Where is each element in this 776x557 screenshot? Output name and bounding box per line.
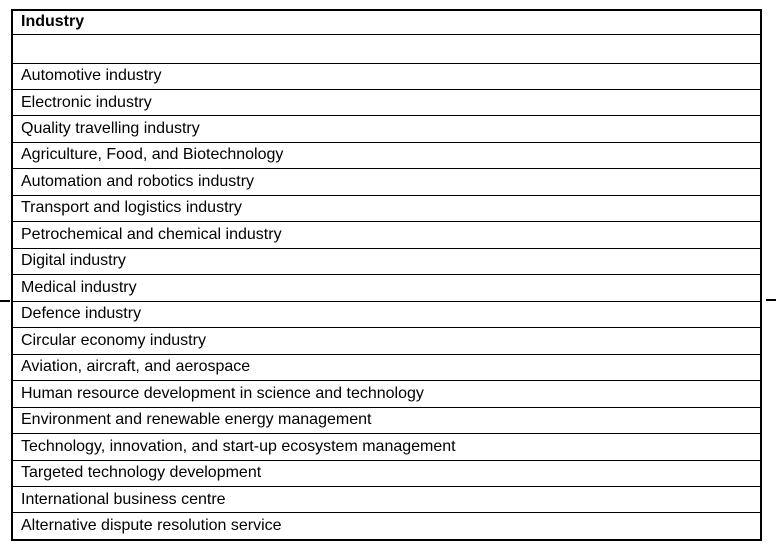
industry-column-header: Industry [11,9,762,35]
table-row: Transport and logistics industry [11,194,762,223]
table-cell: Alternative dispute resolution service [11,512,762,542]
table-cell: Agriculture, Food, and Biotechnology [11,141,762,170]
table-row: Alternative dispute resolution service [11,512,762,542]
table-cell: Petrochemical and chemical industry [11,221,762,249]
table-header-row: Industry [11,9,762,35]
table-cell: Transport and logistics industry [11,194,762,223]
table-cell: Quality travelling industry [11,115,762,143]
table-cell: Medical industry [11,274,762,302]
page-break-tick-right [766,299,776,301]
table-row: Targeted technology development [11,459,762,488]
table-row: Human resource development in science an… [11,380,762,408]
table-cell: International business centre [11,485,762,514]
table-cell: Human resource development in science an… [11,380,762,408]
table-cell: Digital industry [11,247,762,276]
table-cell: Environment and renewable energy managem… [11,406,762,435]
table-cell: Automotive industry [11,62,762,90]
table-row: Digital industry [11,247,762,276]
table-cell: Technology, innovation, and start-up eco… [11,433,762,461]
table-row: Agriculture, Food, and Biotechnology [11,141,762,170]
table-row: Petrochemical and chemical industry [11,221,762,249]
table-row: Circular economy industry [11,327,762,355]
table-row: Automotive industry [11,62,762,90]
table-row: Technology, innovation, and start-up eco… [11,433,762,461]
table-row: Automation and robotics industry [11,168,762,196]
page-break-tick-left [0,300,10,302]
table-cell: Circular economy industry [11,327,762,355]
table-row: Electronic industry [11,88,762,117]
table-row: International business centre [11,485,762,514]
industry-table: Industry Automotive industry Electronic … [11,9,762,542]
table-cell: Aviation, aircraft, and aerospace [11,353,762,382]
table-cell [11,34,762,64]
table-row-empty [11,34,762,64]
table-row: Environment and renewable energy managem… [11,406,762,435]
table-row: Quality travelling industry [11,115,762,143]
table-row: Defence industry [11,300,762,329]
table-cell: Automation and robotics industry [11,168,762,196]
table-row: Medical industry [11,274,762,302]
table-cell: Electronic industry [11,88,762,117]
table-cell: Defence industry [11,300,762,329]
table-row: Aviation, aircraft, and aerospace [11,353,762,382]
table-cell: Targeted technology development [11,459,762,488]
